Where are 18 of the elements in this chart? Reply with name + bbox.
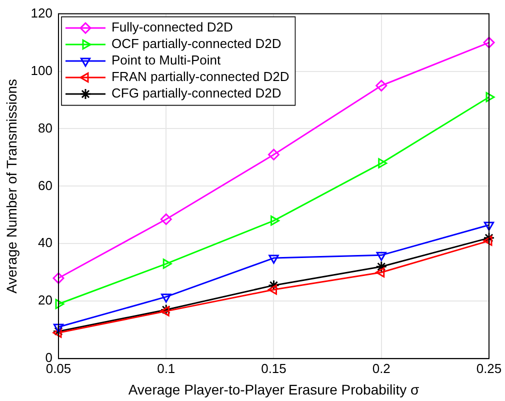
x-tick-label: 0.15 xyxy=(261,360,286,376)
y-tick-label: 120 xyxy=(30,5,52,20)
x-tick-label: 0.2 xyxy=(372,360,390,376)
y-axis-title: Average Number of Transmissions xyxy=(3,78,20,294)
y-tick-label: 80 xyxy=(38,120,52,136)
legend-label: FRAN partially-connected D2D xyxy=(111,69,290,84)
x-axis-title: Average Player-to-Player Erasure Probability σ xyxy=(128,381,420,398)
y-tick-label: 0 xyxy=(45,350,52,366)
y-tick-label: 20 xyxy=(38,292,52,308)
y-tick-label: 100 xyxy=(30,62,52,78)
y-tick-label: 60 xyxy=(38,178,52,193)
legend-label: Point to Multi-Point xyxy=(111,52,221,68)
legend-label: OCF partially-connected D2D xyxy=(111,36,282,52)
y-tick-label: 40 xyxy=(38,235,52,250)
x-tick-label: 0.1 xyxy=(157,360,176,376)
x-tick-label: 0.25 xyxy=(476,360,502,376)
legend-label: CFG partially-connected D2D xyxy=(111,86,282,101)
legend-label: Fully-connected D2D xyxy=(111,20,233,35)
